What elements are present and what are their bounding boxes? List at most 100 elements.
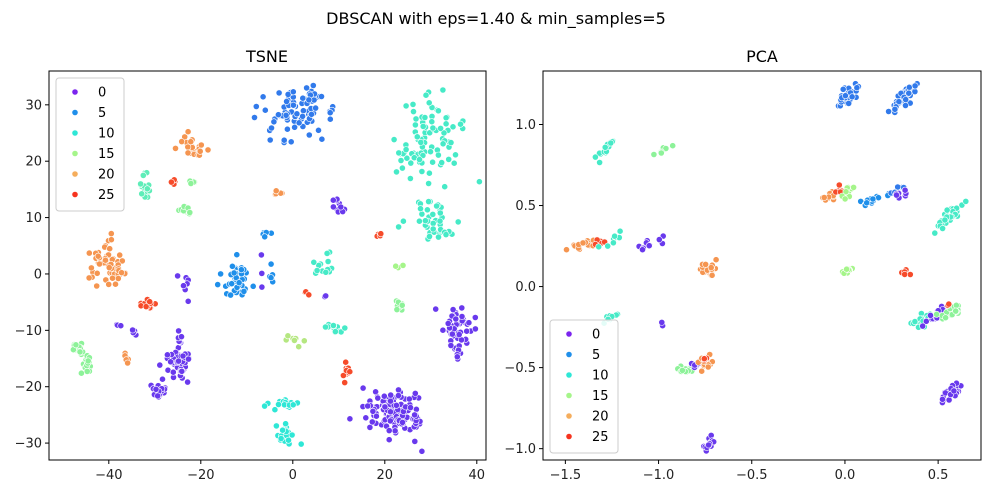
tsne-point [275,401,282,408]
tsne-point [106,245,114,253]
tsne-point [425,198,432,205]
tsne-point [295,119,303,127]
tsne-point [407,159,415,167]
tsne-legend-label: 5 [98,106,106,121]
tsne-point [398,164,406,172]
pca-legend-marker [565,330,573,338]
pca-point [885,108,892,115]
tsne-point [439,86,447,94]
pca-point [875,194,882,202]
tsne-point [187,138,195,146]
tsne-point [425,169,433,177]
pca-point [853,84,861,92]
tsne-point [440,129,448,137]
pca-point [902,102,909,109]
tsne-legend-marker [71,150,79,157]
tsne-point [305,291,313,299]
pca-point [927,311,934,319]
tsne-point [398,301,406,309]
tsne-point [284,332,292,340]
tsne-point [85,249,93,257]
pca-point [905,83,913,91]
tsne-point [454,218,462,226]
tsne-point [107,230,115,237]
tsne-point [305,131,313,139]
tsne-point [289,101,297,109]
tsne-point [102,256,109,264]
tsne-point [114,275,122,282]
pca-point [712,256,720,264]
tsne-point [387,397,394,405]
tsne-point [112,280,119,288]
tsne-panel: TSNE −40 −20 0 20 40 −30 −20 −10 0 10 20 30 0 5 10 15 2… [15,47,487,483]
pca-point [669,142,677,150]
tsne-point [258,269,266,277]
tsne-point [251,114,258,121]
tsne-point [300,337,308,345]
tsne-ytick-label: 30 [25,98,42,113]
tsne-xtick-label: 20 [377,468,394,483]
tsne-point [261,233,269,241]
tsne-ytick-label: −30 [15,437,42,452]
pca-legend-label: 25 [592,430,609,445]
pca-point [911,82,919,90]
tsne-point [84,357,92,365]
tsne-point [309,82,317,89]
pca-legend-label: 15 [592,389,609,404]
pca-point [645,242,653,250]
pca-point [601,143,609,151]
tsne-point [393,306,401,313]
pca-point [655,236,663,243]
pca-point [863,199,871,207]
tsne-point [445,155,453,163]
pca-point [902,96,910,103]
pca-point [616,227,624,235]
tsne-point [156,361,164,369]
tsne-point [129,326,136,334]
tsne-point [310,258,318,266]
pca-point [698,367,706,375]
tsne-point [266,136,274,144]
pca-point [845,100,853,107]
tsne-point [419,123,427,130]
tsne-point [409,101,417,108]
tsne-point [272,187,280,195]
tsne-point [475,178,483,186]
tsne-axes: −40 −20 0 20 40 −30 −20 −10 0 10 20 30 [15,70,487,483]
tsne-point [395,149,403,157]
tsne-point [312,104,319,112]
pca-point [943,206,951,214]
pca-point [658,318,666,326]
pca-point [700,355,708,363]
tsne-point [178,333,185,341]
tsne-point [318,135,326,143]
tsne-point [402,146,410,153]
tsne-point [412,405,420,413]
pca-point [950,387,958,395]
tsne-point [152,385,160,393]
pca-point [657,149,665,157]
tsne-point [175,357,182,365]
pca-point [639,246,646,254]
tsne-legend-label: 25 [98,188,115,203]
tsne-point [180,282,187,290]
pca-axes: −1.5 −1.0 −0.5 0.0 0.5 −1.0 −0.5 0.0 0.5 1.0 [504,70,982,483]
tsne-point [341,379,349,386]
pca-ytick-label: 0.5 [515,199,536,214]
tsne-point [331,328,339,335]
tsne-point [471,325,479,333]
tsne-point [268,124,275,132]
pca-point [850,183,857,191]
tsne-point [450,159,458,167]
tsne-legend-marker [71,109,79,116]
tsne-point [329,203,337,211]
tsne-point [228,280,236,288]
tsne-point [178,367,186,375]
pca-point [707,264,715,271]
pca-point [708,271,716,279]
tsne-ytick-label: 0 [34,267,42,282]
tsne-point [167,178,175,186]
pca-ytick-label: −0.5 [504,361,536,376]
tsne-point [184,149,192,157]
tsne-point [187,180,195,187]
